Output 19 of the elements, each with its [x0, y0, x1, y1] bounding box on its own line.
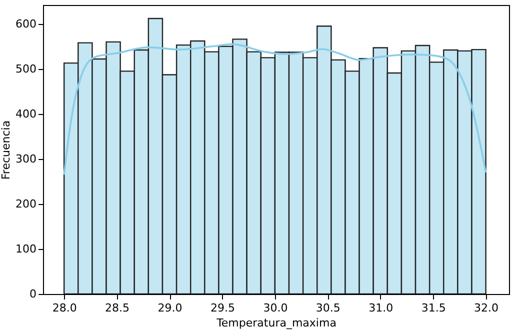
y-axis-title: Frecuencia — [0, 120, 13, 180]
x-tick-label: 29.5 — [210, 302, 235, 314]
x-tick-label: 31.0 — [368, 302, 394, 314]
x-tick-label: 28.5 — [105, 302, 130, 314]
y-tick-label: 600 — [16, 17, 36, 30]
y-tick-label: 300 — [16, 152, 36, 166]
y-tick-label: 400 — [16, 107, 36, 120]
line-series — [63, 43, 487, 176]
x-tick-label: 30.5 — [316, 302, 340, 314]
x-tick-label: 31.5 — [421, 302, 446, 314]
x-tick-label: 28.0 — [52, 302, 77, 314]
y-tick-label: 0 — [30, 288, 36, 300]
x-tick-label: 29.0 — [158, 302, 182, 314]
x-tick-label: 32.0 — [474, 302, 499, 314]
y-tick-label: 200 — [16, 197, 36, 210]
y-tick-label: 500 — [16, 62, 36, 76]
x-tick-label: 30.0 — [263, 302, 288, 314]
y-tick-label: 100 — [16, 242, 36, 256]
x-axis-title: Temperatura_maxima — [216, 316, 336, 330]
